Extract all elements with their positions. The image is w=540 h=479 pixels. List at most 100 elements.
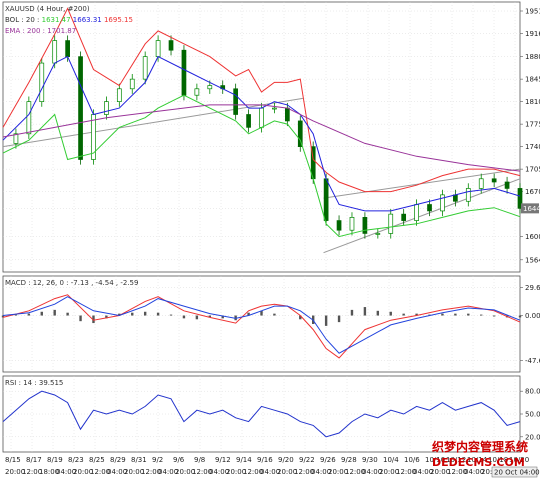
series-line-rsi xyxy=(2,390,521,438)
y-tick-label: 1916 xyxy=(525,30,540,38)
x-date-label: 9/20 xyxy=(278,456,294,464)
y-tick-label: 1880 xyxy=(525,53,540,61)
x-date-label: 8/17 xyxy=(26,456,42,464)
macd-title: MACD : 12, 26, 0 : -7.13 , -4.54 , -2.59 xyxy=(5,279,138,287)
candle-body xyxy=(336,220,342,231)
candle-body xyxy=(168,40,174,51)
y-tick-label: 1740 xyxy=(525,143,540,151)
rsi-title: RSI : 14 : 39.515 xyxy=(5,379,63,387)
candle-body xyxy=(504,181,510,189)
x-time-label: 20:00 xyxy=(481,468,501,476)
candle-body xyxy=(401,213,407,221)
series-line-signal xyxy=(2,296,521,354)
candle-body xyxy=(440,194,445,212)
candle-body xyxy=(375,233,381,235)
candle-body xyxy=(362,217,368,234)
candle-body xyxy=(155,40,161,57)
x-time-label: 20:00 xyxy=(379,468,399,476)
candle-body xyxy=(181,49,187,96)
pane-macd: 29.67 0.00 -47.65 xyxy=(2,275,540,373)
x-time-label: 20:00 xyxy=(73,468,93,476)
watermark: 织梦内容管理系统 DEDECMS.COM xyxy=(432,439,528,469)
candle-body xyxy=(39,62,45,102)
x-time-label: 20:00 xyxy=(124,468,144,476)
candle-body xyxy=(272,107,277,110)
x-date-label: 8/31 xyxy=(131,456,147,464)
bol-value: 1695.15 xyxy=(104,16,133,24)
candle-body xyxy=(323,178,329,221)
ema-legend: EMA : 200 : 1701.87 xyxy=(5,27,76,35)
x-time-label: 04:00 xyxy=(158,468,178,476)
candle-body xyxy=(517,188,523,209)
x-time-label: 04:00 xyxy=(362,468,382,476)
trendline[interactable] xyxy=(2,97,303,148)
x-date-label: 10/14 xyxy=(467,456,488,464)
candle-body xyxy=(388,213,394,234)
y-tick-label: 1845 xyxy=(525,76,540,84)
x-date-label: 10/4 xyxy=(383,456,399,464)
x-date-label: 9/6 xyxy=(173,456,185,464)
x-time-label: 20:00 xyxy=(226,468,246,476)
y-tick-label: 80.00 xyxy=(525,388,540,396)
cursor-date-box xyxy=(491,466,538,478)
price-series: 1644 xyxy=(2,7,540,254)
y-tick-label: 50.00 xyxy=(525,411,540,419)
x-date-label: 8/25 xyxy=(89,456,105,464)
x-time-label: 12:00 xyxy=(294,468,314,476)
bol-legend: BOL : 20 : 1631.47 1663.31 1695.15 xyxy=(5,16,133,24)
series-line-macd xyxy=(2,294,521,359)
candle-body xyxy=(491,178,497,183)
x-date-label: 8/29 xyxy=(110,456,126,464)
y-tick-label: -47.65 xyxy=(525,357,540,365)
x-time-label: 04:00 xyxy=(260,468,280,476)
pane-rsi: 80.00 50.00 20.00 xyxy=(2,375,540,453)
x-time-label: 12:00 xyxy=(141,468,161,476)
series-line-bol_lower xyxy=(2,94,521,238)
y-tick-label: 1775 xyxy=(525,121,540,129)
candle-body xyxy=(142,56,148,80)
x-date-label: 10/6 xyxy=(404,456,420,464)
x-time-label: 04:00 xyxy=(311,468,331,476)
x-time-label: 04:00 xyxy=(56,468,76,476)
y-tick-label: 1705 xyxy=(525,166,540,174)
candle-body xyxy=(65,40,70,57)
pane-frame xyxy=(2,275,521,373)
candle-body xyxy=(116,88,122,102)
x-time-label: 12:00 xyxy=(243,468,263,476)
x-time-label: 20:00 xyxy=(175,468,195,476)
x-time-label: 04:00 xyxy=(413,468,433,476)
x-date-label: 8/15 xyxy=(5,456,21,464)
bol-value: 1631.47 xyxy=(42,16,73,24)
x-date-label: 9/16 xyxy=(257,456,273,464)
x-date-label: 9/8 xyxy=(194,456,205,464)
x-date-label: 9/26 xyxy=(320,456,336,464)
watermark-top: 织梦内容管理系统 xyxy=(432,439,528,454)
x-date-label: 10/18 xyxy=(488,456,508,464)
x-time-label: 04:00 xyxy=(464,468,484,476)
x-date-label: 9/22 xyxy=(299,456,315,464)
price-legend: XAUUSD (4 Hour, #200) BOL : 20 : 1631.47 … xyxy=(5,5,133,35)
last-price-label: 1644 xyxy=(523,205,540,213)
x-time-label: 20:00 xyxy=(277,468,297,476)
candle-body xyxy=(129,78,135,90)
y-tick-label: 1670 xyxy=(525,188,540,196)
y-tick-label: 20.00 xyxy=(525,433,540,441)
x-time-label: 12:00 xyxy=(90,468,110,476)
x-date-label: 8/19 xyxy=(47,456,63,464)
candle-body xyxy=(26,101,32,135)
x-time-label: 20:00 xyxy=(5,468,25,476)
y-tick-label: 29.67 xyxy=(525,284,540,292)
y-tick-label: 1600 xyxy=(525,233,540,241)
x-date-label: 9/30 xyxy=(362,456,378,464)
candle-body xyxy=(52,40,58,64)
x-date-label: 9/12 xyxy=(215,456,231,464)
pane-frame xyxy=(2,1,521,273)
x-time-label: 12:00 xyxy=(345,468,365,476)
candle-body xyxy=(13,133,19,144)
trendline[interactable] xyxy=(323,178,521,254)
series-line-ema xyxy=(2,104,521,172)
y-tick-label: 0.00 xyxy=(525,312,540,320)
